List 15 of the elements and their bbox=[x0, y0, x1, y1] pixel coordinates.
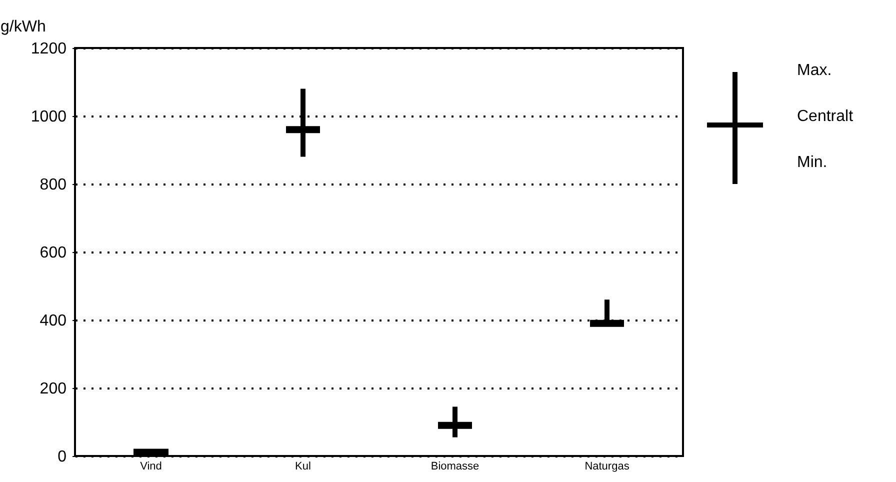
text: Centralt bbox=[797, 108, 854, 126]
y-tick-label: 200 bbox=[40, 380, 67, 398]
x-tick-label: Naturgas bbox=[584, 460, 630, 472]
y-tick-label: 800 bbox=[40, 176, 67, 194]
y-tick-label: 400 bbox=[40, 312, 67, 330]
text: Min. bbox=[797, 154, 828, 172]
y-tick-label: 0 bbox=[58, 448, 67, 466]
y-tick-label: 1000 bbox=[30, 108, 67, 126]
x-tick-label: Kul bbox=[295, 460, 311, 472]
y-tick-label: 1200 bbox=[30, 40, 67, 58]
x-tick-label: Vind bbox=[140, 460, 162, 472]
x-tick-label: Biomasse bbox=[430, 460, 480, 472]
y-axis-title: g/kWh bbox=[0, 18, 46, 36]
y-tick-label: 600 bbox=[40, 244, 67, 262]
text: Max. bbox=[797, 62, 832, 80]
